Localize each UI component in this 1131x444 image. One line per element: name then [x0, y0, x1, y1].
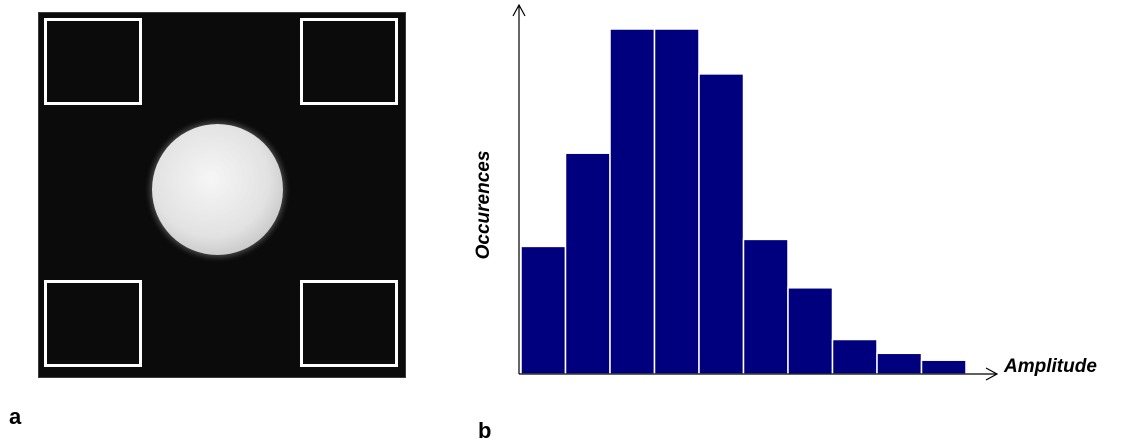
histogram-bar-10 — [920, 359, 967, 375]
panel-label-a: a — [9, 404, 22, 429]
histogram-bars — [520, 28, 967, 375]
histogram-bar-1 — [520, 245, 567, 375]
histogram-bar-3 — [609, 28, 656, 375]
phantom-image — [38, 12, 406, 378]
y-axis-arrow — [512, 3, 526, 17]
phantom-disc — [152, 124, 283, 255]
histogram-bar-6 — [742, 238, 789, 375]
roi-box-bottom-left — [44, 280, 142, 367]
x-axis-label: Amplitude — [1003, 356, 1097, 377]
histogram-bar-4 — [653, 28, 700, 375]
histogram-bar-2 — [564, 152, 611, 375]
panel-label-b: b — [478, 418, 492, 443]
histogram-bar-9 — [876, 352, 923, 375]
roi-box-top-right — [300, 18, 398, 105]
y-axis-label: Occurences — [473, 151, 494, 260]
histogram-bar-7 — [787, 287, 834, 375]
histogram-bar-5 — [698, 73, 745, 375]
x-axis-arrow — [985, 367, 999, 381]
histogram-bar-8 — [831, 338, 878, 375]
roi-box-top-left — [44, 18, 142, 105]
roi-box-bottom-right — [300, 280, 398, 367]
